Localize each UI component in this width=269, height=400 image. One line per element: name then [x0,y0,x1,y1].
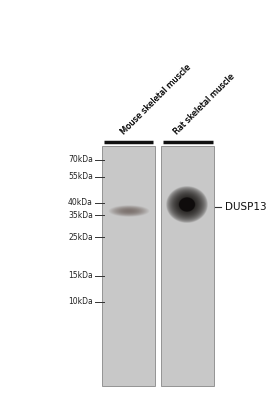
Text: 15kDa: 15kDa [68,272,93,280]
Bar [161,146,214,386]
Text: Mouse skeletal muscle: Mouse skeletal muscle [119,62,193,136]
Text: DUSP13: DUSP13 [225,202,266,212]
Text: 35kDa: 35kDa [68,211,93,220]
Text: 25kDa: 25kDa [68,233,93,242]
Text: 10kDa: 10kDa [68,298,93,306]
Text: Rat skeletal muscle: Rat skeletal muscle [172,72,237,136]
Text: Rat skeletal muscle: Rat skeletal muscle [172,72,237,136]
Text: 70kDa: 70kDa [68,156,93,164]
Text: 55kDa: 55kDa [68,172,93,181]
Text: Mouse skeletal muscle: Mouse skeletal muscle [119,62,193,136]
Bar [102,146,155,386]
Text: 40kDa: 40kDa [68,198,93,207]
